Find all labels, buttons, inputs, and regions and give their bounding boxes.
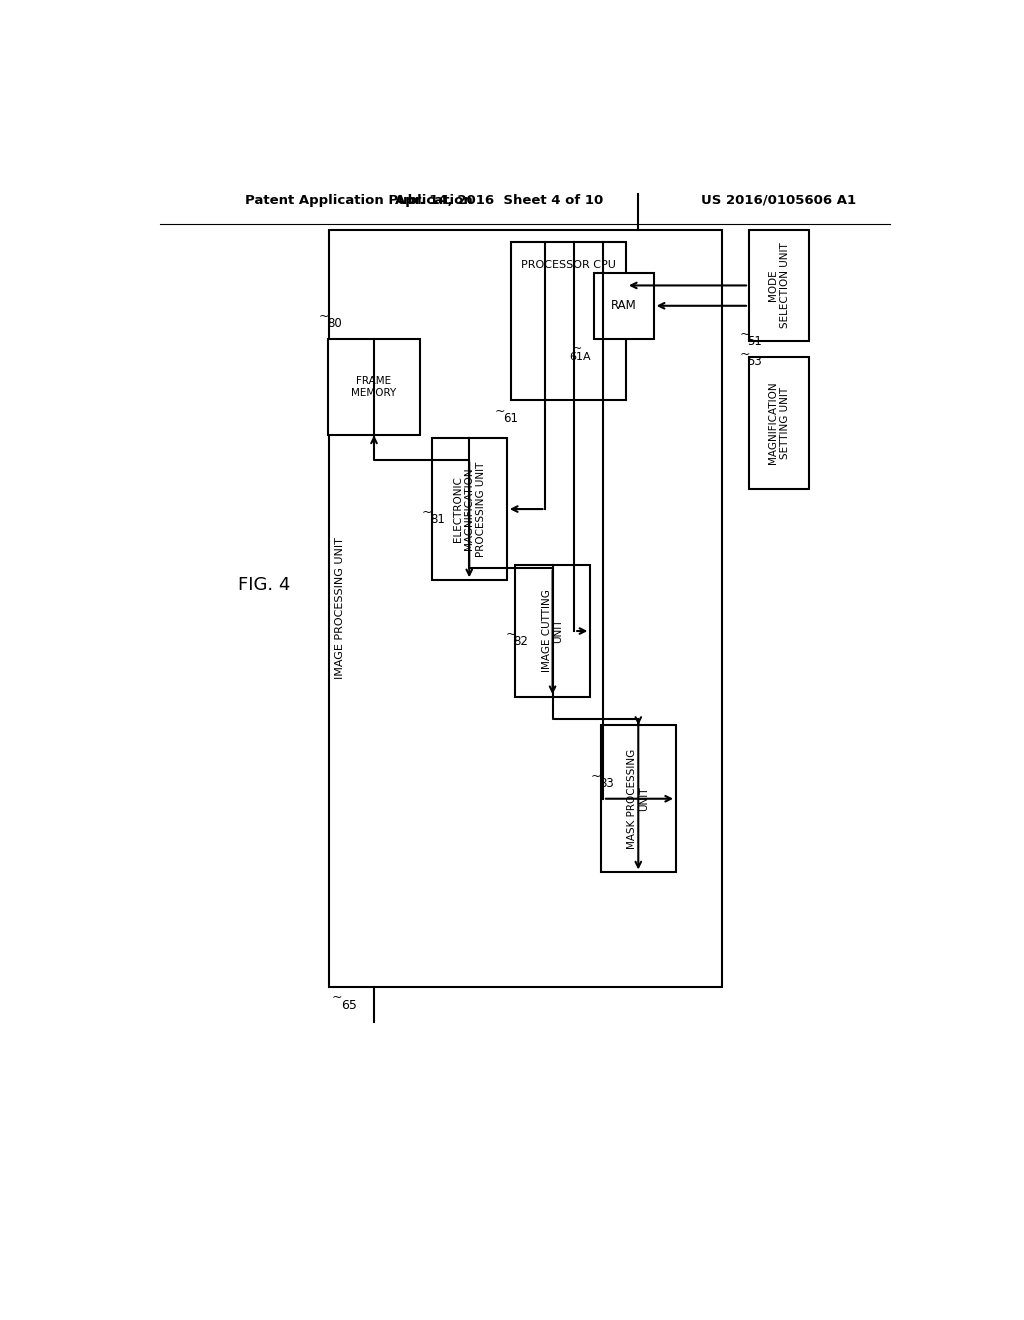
Text: MODE
SELECTION UNIT: MODE SELECTION UNIT [768,243,790,329]
Bar [601,725,676,873]
Bar [749,356,809,488]
Text: ~: ~ [739,327,750,341]
Text: ~: ~ [422,506,432,519]
Text: 61: 61 [503,412,518,425]
Bar [511,243,626,400]
Text: RAM: RAM [611,300,637,313]
Text: 82: 82 [513,635,528,648]
Text: ~: ~ [573,345,583,354]
Text: FIG. 4: FIG. 4 [238,577,290,594]
Bar [329,339,420,436]
Text: 53: 53 [748,355,762,368]
Text: Apr. 14, 2016  Sheet 4 of 10: Apr. 14, 2016 Sheet 4 of 10 [395,194,603,206]
Text: 65: 65 [341,998,356,1011]
Bar [594,273,653,339]
Bar [515,565,590,697]
Text: MASK PROCESSING
UNIT: MASK PROCESSING UNIT [628,748,649,849]
Text: US 2016/0105606 A1: US 2016/0105606 A1 [701,194,856,206]
Text: FRAME
MEMORY: FRAME MEMORY [351,376,396,397]
Text: ELECTRONIC
MAGNIFICATION
PROCESSING UNIT: ELECTRONIC MAGNIFICATION PROCESSING UNIT [453,462,485,557]
Text: ~: ~ [331,990,342,1003]
Text: ~: ~ [318,310,330,323]
Bar [431,438,507,581]
Text: PROCESSOR CPU: PROCESSOR CPU [521,260,615,269]
Bar [329,230,722,987]
Text: ~: ~ [739,348,750,362]
Text: Patent Application Publication: Patent Application Publication [245,194,472,206]
Text: 51: 51 [748,335,762,348]
Bar [749,230,809,342]
Text: ~: ~ [591,770,601,783]
Text: ~: ~ [506,627,516,640]
Text: ~: ~ [495,404,506,417]
Text: 61A: 61A [569,352,591,362]
Text: 83: 83 [599,777,613,789]
Text: IMAGE PROCESSING UNIT: IMAGE PROCESSING UNIT [335,537,345,678]
Text: MAGNIFICATION
SETTING UNIT: MAGNIFICATION SETTING UNIT [768,381,790,463]
Text: 80: 80 [327,317,342,330]
Text: 81: 81 [430,512,444,525]
Text: IMAGE CUTTING
UNIT: IMAGE CUTTING UNIT [542,590,563,672]
